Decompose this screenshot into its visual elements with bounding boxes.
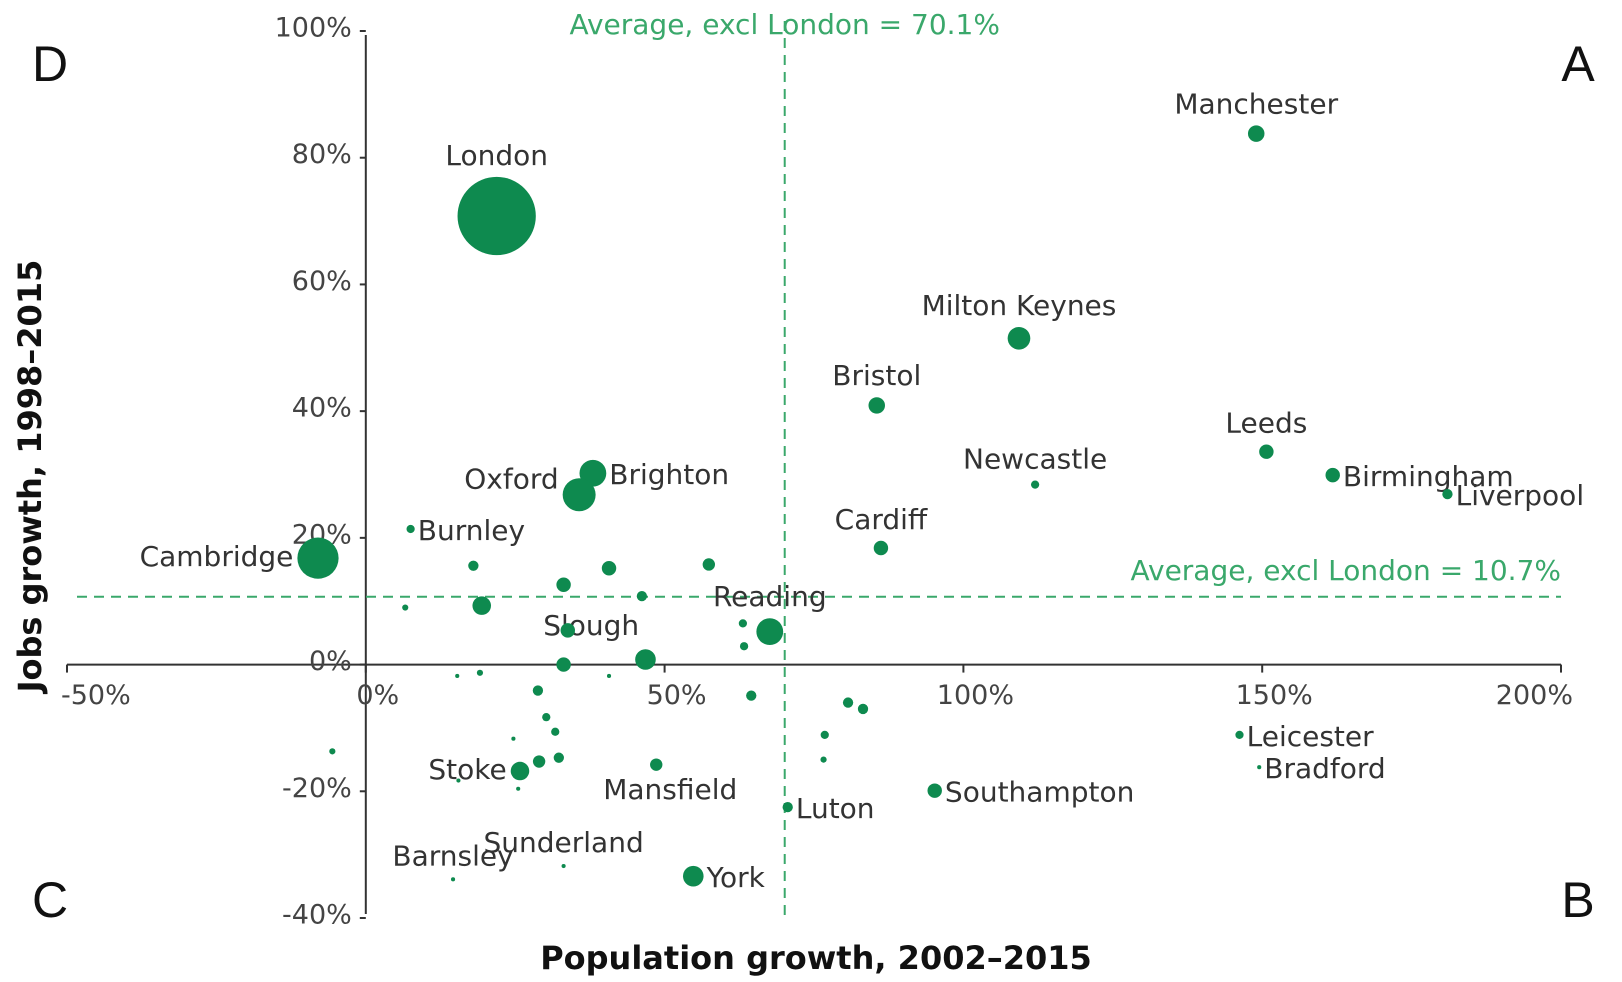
point-label: Burnley — [418, 514, 525, 547]
bubble — [1247, 125, 1265, 142]
y-tick-label: -20% — [282, 773, 352, 804]
bubble — [1259, 444, 1274, 459]
point-label: Mansfield — [603, 773, 737, 806]
x-tick-label: 200% — [1496, 680, 1573, 711]
point-label: Southampton — [945, 776, 1134, 809]
bubble — [551, 727, 560, 736]
bubble — [406, 524, 415, 534]
bubble — [738, 619, 748, 628]
quadrant-label: D — [32, 36, 68, 92]
point-label: Stoke — [428, 753, 506, 786]
bubble — [1442, 488, 1453, 500]
point-label: Bradford — [1264, 752, 1385, 785]
bubble — [476, 669, 484, 676]
bubble — [556, 657, 571, 672]
point-label: Bristol — [832, 359, 921, 392]
bubble — [1235, 730, 1244, 740]
point-label: Manchester — [1174, 87, 1338, 120]
quadrant-label: A — [1561, 36, 1595, 92]
bubble — [532, 685, 544, 696]
point-label: Leicester — [1247, 720, 1375, 753]
bubble — [542, 713, 551, 722]
y-axis-title: Jobs growth, 1998–2015 — [11, 260, 49, 695]
bubble — [556, 577, 571, 592]
bubble — [635, 649, 656, 670]
bubble — [636, 590, 648, 602]
bubble — [1007, 326, 1031, 350]
y-tick-label: 100% — [275, 13, 352, 44]
bubble — [782, 801, 793, 813]
bubble — [511, 736, 516, 741]
x-tick-label: 100% — [937, 680, 1014, 711]
x-axis-title: Population growth, 2002–2015 — [540, 939, 1092, 977]
bubble — [927, 783, 942, 798]
point-label: Brighton — [609, 458, 729, 491]
point-label: Barnsley — [392, 839, 513, 872]
bubble — [873, 540, 889, 556]
bubble — [842, 697, 854, 708]
bubble — [472, 596, 492, 615]
bubble — [820, 730, 829, 740]
bubble — [456, 778, 461, 783]
point-label: Leeds — [1225, 406, 1307, 439]
bubble — [606, 673, 612, 679]
bubble — [532, 755, 546, 768]
bubble — [739, 642, 749, 651]
y-tick-label: 40% — [292, 393, 352, 424]
bubble — [702, 558, 716, 571]
bubble — [329, 748, 336, 755]
bubble — [562, 478, 596, 512]
point-label: Birmingham — [1343, 460, 1514, 493]
point-label: Cambridge — [140, 540, 294, 573]
point-label: Milton Keynes — [922, 289, 1117, 322]
quadrant-label: C — [32, 872, 68, 928]
bubble — [1325, 467, 1340, 483]
y-tick-label: 80% — [292, 139, 352, 170]
bubble — [450, 877, 456, 882]
y-tick-label: 60% — [292, 266, 352, 297]
bubble — [601, 561, 617, 576]
bubble — [650, 758, 663, 771]
bubble — [553, 752, 564, 763]
bubble — [857, 703, 869, 715]
annotation: Average, excl London = 10.7% — [1130, 554, 1561, 587]
bubble — [516, 786, 521, 791]
bubble — [468, 560, 479, 571]
bubble — [402, 604, 409, 611]
point-label: Newcastle — [963, 443, 1107, 476]
point-label: Reading — [713, 580, 827, 613]
annotation: Average, excl London = 70.1% — [569, 8, 1000, 41]
x-tick-label: 0% — [356, 680, 399, 711]
bubble — [868, 397, 885, 414]
bubble — [820, 756, 827, 763]
x-tick-label: -50% — [61, 680, 131, 711]
bubble — [297, 537, 339, 579]
y-tick-label: -40% — [282, 900, 352, 931]
point-label: Liverpool — [1456, 479, 1585, 512]
bubble — [510, 761, 530, 781]
y-tick-label: 0% — [309, 646, 352, 677]
quadrant-label: B — [1561, 872, 1594, 928]
point-label: Luton — [796, 792, 875, 825]
bubble — [682, 865, 704, 887]
bubble — [455, 673, 460, 679]
point-label: Cardiff — [835, 503, 928, 536]
bubble — [561, 863, 566, 869]
bubble — [756, 618, 784, 646]
point-label: Oxford — [464, 462, 558, 495]
bubble — [560, 623, 575, 638]
point-label: London — [445, 139, 548, 172]
bubble — [1030, 480, 1040, 489]
x-tick-label: 150% — [1236, 680, 1313, 711]
point-label: Slough — [543, 609, 639, 642]
x-tick-label: 50% — [647, 680, 707, 711]
point-label: Sunderland — [483, 826, 643, 859]
point-label: York — [706, 861, 766, 894]
bubble — [746, 690, 757, 701]
bubble — [1257, 765, 1262, 770]
bubble — [457, 176, 536, 256]
